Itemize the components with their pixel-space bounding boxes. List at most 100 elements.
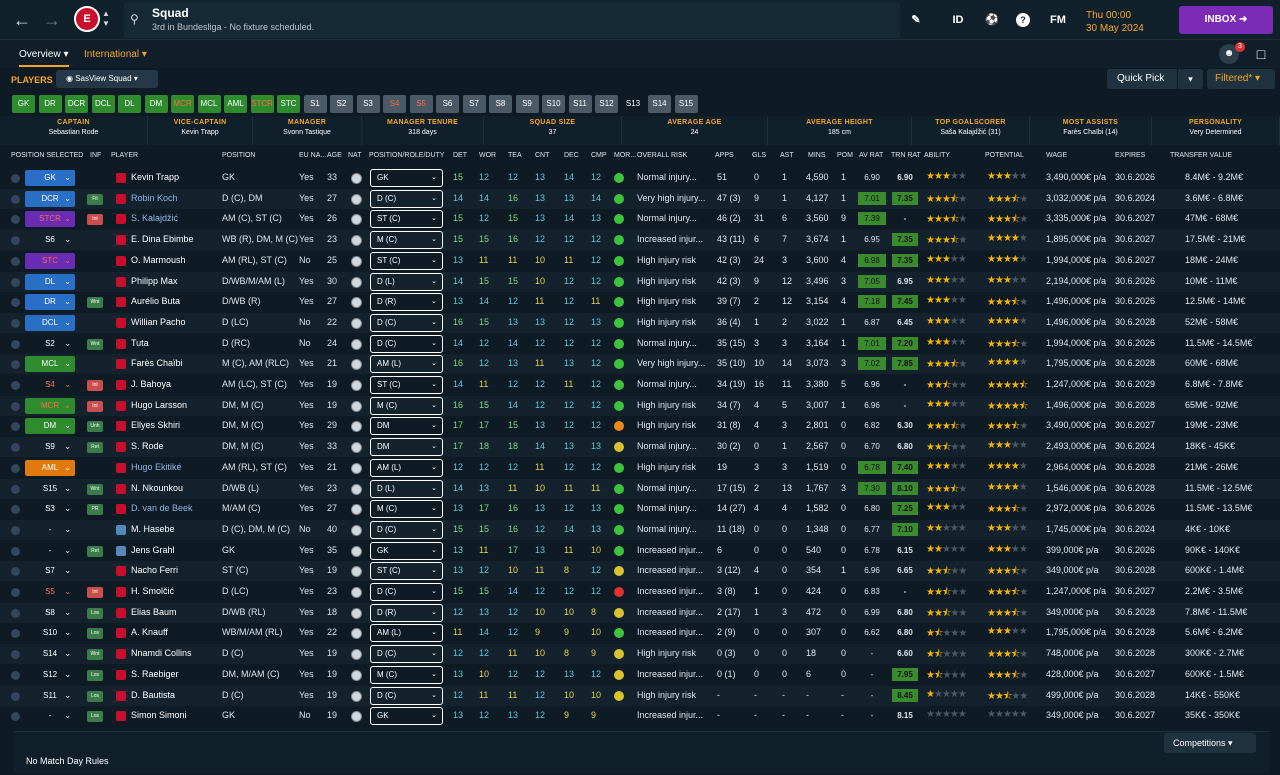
table-row[interactable]: S14 ⌄ Wnt Nnamdi Collins D (C) Yes 19 D (C) ⌄ 12 1… xyxy=(0,644,1280,665)
role-duty-dropdown[interactable]: DM ⌄ xyxy=(370,417,443,436)
table-row[interactable]: DCR ⌄ Fit Robin Koch D (C), DM Yes 27 D (C) ⌄ 14 1… xyxy=(0,188,1280,209)
player-name[interactable]: S. Raebiger xyxy=(131,668,179,679)
player-name[interactable]: Jens Grahl xyxy=(131,544,175,555)
position-filter-stc[interactable]: STC xyxy=(277,95,300,113)
row-select-radio[interactable] xyxy=(11,525,20,535)
player-name[interactable]: Tuta xyxy=(131,337,149,348)
row-select-radio[interactable] xyxy=(11,298,20,308)
role-duty-dropdown[interactable]: ST (C) ⌄ xyxy=(370,562,443,581)
table-row[interactable]: MCL ⌄ Farès Chaïbi M (C), AM (RLC) Yes 21 AM (… xyxy=(0,354,1280,375)
table-row[interactable]: S9 ⌄ Ret S. Rode DM, M (C) Yes 33 DM ⌄ 17 18 18 14 13… xyxy=(0,437,1280,458)
table-row[interactable]: DR ⌄ Wnt Aurélio Buta D/WB (R) Yes 27 D (R) ⌄ 13 1… xyxy=(0,292,1280,312)
game-date[interactable]: Thu 00:00 30 May 2024 xyxy=(1086,9,1144,35)
player-name[interactable]: Willian Pacho xyxy=(131,316,186,327)
role-duty-dropdown[interactable]: M (C) ⌄ xyxy=(370,665,443,684)
position-filter-s12[interactable]: S12 xyxy=(595,95,618,113)
position-filter-s6[interactable]: S6 xyxy=(436,95,459,113)
position-selected-dropdown[interactable]: S14 ⌄ xyxy=(25,646,75,662)
player-name[interactable]: S. Kalajdžić xyxy=(131,213,179,224)
row-select-radio[interactable] xyxy=(11,567,20,577)
position-selected-dropdown[interactable]: DL ⌄ xyxy=(25,273,75,290)
player-name[interactable]: N. Nkounkou xyxy=(131,482,184,493)
position-filter-dl[interactable]: DL xyxy=(118,95,141,113)
column-header-4[interactable]: EU NA... xyxy=(299,152,327,159)
role-duty-dropdown[interactable]: AM (L) ⌄ xyxy=(370,458,443,477)
player-name[interactable]: Elias Baum xyxy=(131,606,177,617)
player-name[interactable]: Nacho Ferri xyxy=(131,565,179,576)
position-selected-dropdown[interactable]: - ⌄ xyxy=(25,522,75,538)
column-header-6[interactable]: NAT xyxy=(348,152,362,159)
position-selected-dropdown[interactable]: S7 ⌄ xyxy=(25,563,75,579)
column-header-19[interactable]: MINS xyxy=(808,152,826,159)
position-filter-dr[interactable]: DR xyxy=(38,95,62,113)
position-filter-s11[interactable]: S11 xyxy=(568,95,592,113)
column-header-2[interactable]: PLAYER xyxy=(111,152,139,159)
column-header-16[interactable]: APPS xyxy=(715,152,734,159)
position-filter-aml[interactable]: AML xyxy=(224,95,247,113)
view-select[interactable]: ◉ SasView Squad ▾ xyxy=(56,70,158,88)
role-duty-dropdown[interactable]: AM (L) ⌄ xyxy=(370,624,443,643)
player-name[interactable]: E. Dina Ebimbe xyxy=(131,234,194,245)
row-select-radio[interactable] xyxy=(11,546,20,556)
row-select-radio[interactable] xyxy=(11,277,20,287)
column-header-23[interactable]: ABILITY xyxy=(924,152,951,159)
table-row[interactable]: - ⌄ Ret Jens Grahl GK Yes 35 GK ⌄ 13 11 17 13 11 10 Inc… xyxy=(0,541,1280,561)
table-row[interactable]: S2 ⌄ Wnt Tuta D (RC) No 24 D (C) ⌄ 14 12 14 12 12 12 No… xyxy=(0,334,1280,354)
role-duty-dropdown[interactable]: D (C) ⌄ xyxy=(370,645,443,664)
column-header-24[interactable]: POTENTIAL xyxy=(985,152,1024,159)
player-name[interactable]: Nnamdi Collins xyxy=(131,648,192,659)
quick-pick-button[interactable]: Quick Pick ▾ xyxy=(1107,69,1203,89)
row-select-radio[interactable] xyxy=(11,608,20,618)
column-header-14[interactable]: MOR... xyxy=(614,152,637,159)
player-name[interactable]: Farès Chaïbi xyxy=(131,358,183,369)
position-selected-dropdown[interactable]: STC ⌄ xyxy=(25,252,75,269)
table-row[interactable]: - ⌄ M. Hasebe D (C), DM, M (C) No 40 D (C) ⌄ 15 1… xyxy=(0,519,1280,540)
player-name[interactable]: Simon Simoni xyxy=(131,710,187,721)
row-select-radio[interactable] xyxy=(11,670,20,680)
column-header-8[interactable]: DET xyxy=(453,152,467,159)
player-name[interactable]: Kevin Trapp xyxy=(131,172,180,182)
row-select-radio[interactable] xyxy=(11,318,20,328)
role-duty-dropdown[interactable]: GK ⌄ xyxy=(370,169,443,187)
position-filter-s2[interactable]: S2 xyxy=(330,95,353,113)
table-row[interactable]: S3 ⌄ PR D. van de Beek M/AM (C) Yes 27 M (C) ⌄ 13… xyxy=(0,499,1280,519)
column-header-22[interactable]: TRN RAT xyxy=(891,152,921,159)
role-duty-dropdown[interactable]: D (R) ⌄ xyxy=(370,603,443,622)
position-filter-s7[interactable]: S7 xyxy=(462,95,486,113)
row-select-radio[interactable] xyxy=(11,629,20,639)
position-selected-dropdown[interactable]: DCL ⌄ xyxy=(25,314,75,331)
row-select-radio[interactable] xyxy=(11,588,20,597)
role-duty-dropdown[interactable]: D (C) ⌄ xyxy=(370,583,443,601)
column-header-18[interactable]: AST xyxy=(780,152,794,159)
competitions-select[interactable]: Competitions ▾ xyxy=(1164,733,1256,753)
column-header-5[interactable]: AGE xyxy=(327,152,342,159)
column-header-20[interactable]: POM xyxy=(837,152,853,159)
row-select-radio[interactable] xyxy=(11,484,20,494)
position-selected-dropdown[interactable]: - ⌄ xyxy=(25,543,75,559)
table-row[interactable]: STC ⌄ O. Marmoush AM (RL), ST (C) No 25 ST (C)… xyxy=(0,251,1280,271)
position-selected-dropdown[interactable]: GK ⌄ xyxy=(25,170,75,186)
row-select-radio[interactable] xyxy=(11,443,20,453)
position-selected-dropdown[interactable]: - ⌄ xyxy=(25,708,75,724)
row-select-radio[interactable] xyxy=(11,463,20,473)
position-selected-dropdown[interactable]: DM ⌄ xyxy=(25,418,75,435)
player-name[interactable]: Hugo Larsson xyxy=(131,399,188,410)
position-filter-mcr[interactable]: MCR xyxy=(171,95,194,113)
row-select-radio[interactable] xyxy=(11,422,20,432)
position-filter-s9[interactable]: S9 xyxy=(515,95,539,113)
role-duty-dropdown[interactable]: D (C) ⌄ xyxy=(370,313,443,332)
club-switch-arrows-icon[interactable]: ▲ ▼ xyxy=(102,9,110,28)
table-row[interactable]: S6 ⌄ E. Dina Ebimbe WB (R), DM, M (C) Yes 23 M… xyxy=(0,230,1280,251)
role-duty-dropdown[interactable]: M (C) ⌄ xyxy=(370,396,443,415)
row-select-radio[interactable] xyxy=(11,174,20,183)
column-header-3[interactable]: POSITION xyxy=(222,152,256,159)
back-arrow-icon[interactable]: ← xyxy=(13,10,31,30)
club-crest-icon[interactable]: E xyxy=(74,6,100,32)
row-select-radio[interactable] xyxy=(11,194,20,204)
position-selected-dropdown[interactable]: DCR ⌄ xyxy=(25,190,75,207)
column-header-15[interactable]: OVERALL RISK xyxy=(637,152,688,159)
position-selected-dropdown[interactable]: S4 ⌄ xyxy=(25,377,75,393)
row-select-radio[interactable] xyxy=(11,381,20,390)
player-name[interactable]: D. Bautista xyxy=(131,689,176,700)
position-filter-s15[interactable]: S15 xyxy=(674,95,698,113)
